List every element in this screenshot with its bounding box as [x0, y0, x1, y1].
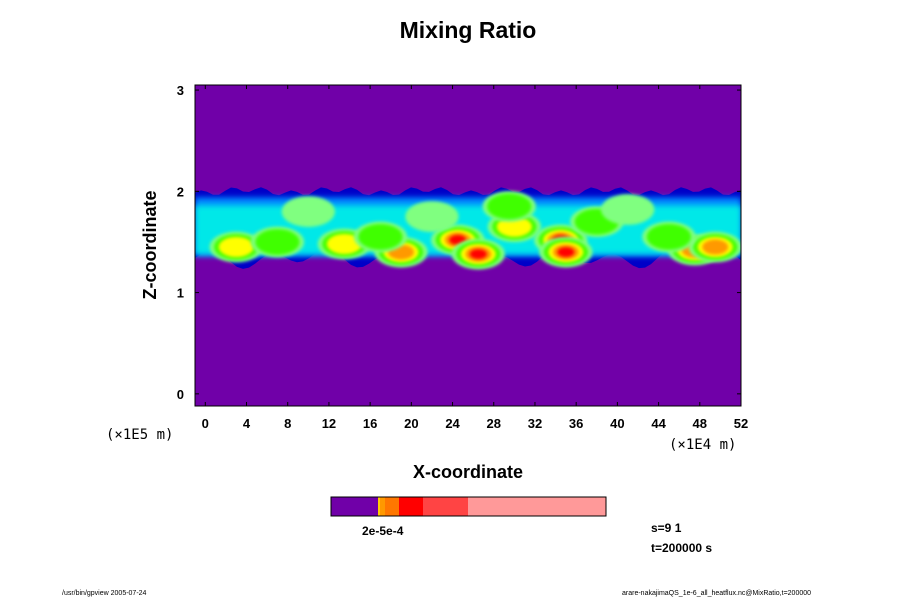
cloud-layer: [195, 187, 741, 270]
x-tick-label: 0: [202, 416, 209, 431]
cloud-blob: [281, 196, 335, 227]
x-tick-label: 16: [363, 416, 377, 431]
y-tick-label: 0: [177, 387, 184, 402]
step-label: s=9 1: [651, 521, 682, 535]
cloud-blob: [646, 224, 691, 250]
colorbar-segment: [468, 497, 606, 516]
x-tick-label: 52: [734, 416, 748, 431]
y-axis-title: Z-coordinate: [140, 190, 160, 299]
plot-frame: [194, 84, 742, 407]
cloud-blob: [405, 201, 459, 233]
cloud-blob: [255, 229, 300, 255]
x-tick-label: 8: [284, 416, 291, 431]
colorbar-segment: [399, 497, 423, 516]
cloud-blob: [469, 249, 487, 259]
x-tick-label: 4: [243, 416, 251, 431]
footer-command: /usr/bin/gpview 2005-07-24: [62, 590, 147, 597]
x-tick-label: 20: [404, 416, 418, 431]
colorbar-segment: [331, 497, 378, 516]
x-unit-label: (×1E4 m): [669, 437, 736, 453]
y-tick-label: 2: [177, 184, 184, 199]
colorbar-segment: [378, 497, 380, 516]
y-tick-label: 3: [177, 83, 184, 98]
cloud-blob: [702, 239, 729, 255]
x-tick-label: 32: [528, 416, 542, 431]
cloud-blob: [358, 224, 403, 250]
colorbar-frame: [330, 496, 607, 517]
colorbar-segment: [380, 497, 385, 516]
x-tick-label: 48: [693, 416, 707, 431]
cloud-blob: [601, 194, 655, 225]
colorbar-labels: 2e-5e-4: [362, 524, 404, 538]
x-tick-label: 40: [610, 416, 624, 431]
cloud-blob: [326, 233, 362, 255]
time-label: t=200000 s: [651, 541, 713, 555]
cloud-blob: [557, 247, 575, 257]
x-tick-label: 36: [569, 416, 583, 431]
x-tick-label: 28: [487, 416, 501, 431]
cloud-blob: [487, 193, 532, 220]
colorbar-segment: [385, 497, 399, 516]
y-unit-label: (×1E5 m): [106, 427, 173, 443]
x-tick-label: 24: [445, 416, 460, 431]
x-axis-title: X-coordinate: [413, 462, 523, 482]
footer-source: arare-nakajimaQS_1e-6_all_heatflux.nc@Mi…: [622, 590, 812, 597]
chart-title: Mixing Ratio: [399, 17, 537, 43]
x-tick-label: 12: [322, 416, 336, 431]
x-tick-label: 44: [651, 416, 666, 431]
y-tick-label: 1: [177, 286, 184, 301]
cloud-blob: [218, 236, 254, 258]
colorbar-segment: [423, 497, 468, 516]
colorbar: [331, 497, 606, 516]
